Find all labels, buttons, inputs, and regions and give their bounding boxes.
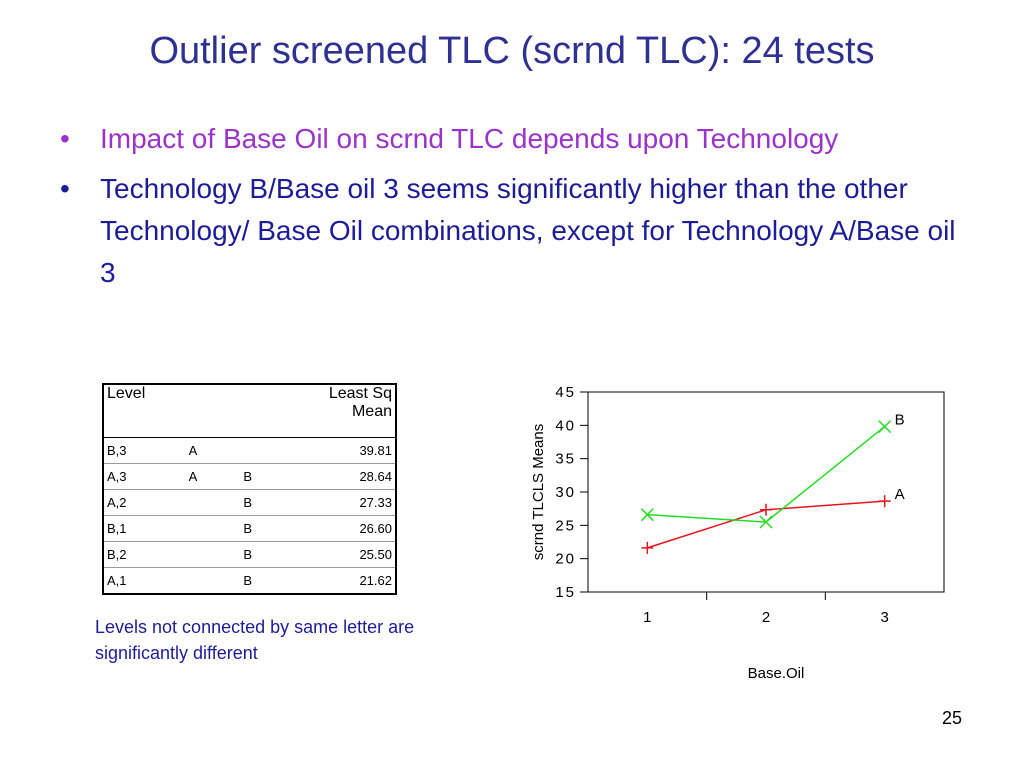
marker — [878, 420, 892, 434]
table-row: B,3 A 39.81 — [103, 437, 396, 464]
table-row: B,2 B 25.50 — [103, 541, 396, 568]
marker — [759, 515, 773, 529]
table-cell: B,2 — [103, 541, 186, 568]
marker — [641, 541, 654, 554]
table-cell: B — [240, 515, 303, 542]
table-cell: 39.81 — [302, 437, 396, 464]
table-header: Level Least Sq Mean — [103, 384, 396, 438]
x-tick-label: 3 — [880, 609, 888, 626]
table-row: A,1 B 21.62 — [103, 567, 396, 594]
table-cell: B — [240, 541, 303, 568]
y-axis-title: scrnd TLCLS Means — [530, 424, 547, 560]
table-cell: A,1 — [103, 567, 186, 594]
table-cell: A — [185, 463, 241, 490]
bullet: Technology B/Base oil 3 seems significan… — [60, 168, 960, 294]
series-label: A — [895, 486, 905, 503]
table-row: A,2 B 27.33 — [103, 489, 396, 516]
table-cell: 21.62 — [302, 567, 396, 594]
y-tick-label: 35 — [555, 451, 576, 468]
marker — [640, 508, 654, 522]
table-cell: 26.60 — [302, 515, 396, 542]
x-tick-label: 1 — [643, 609, 651, 626]
bullet-list: Impact of Base Oil on scrnd TLC depends … — [60, 118, 960, 302]
table-cell — [240, 437, 303, 464]
marker — [760, 503, 772, 516]
page-number: 25 — [941, 708, 962, 728]
slide-title: Outlier screened TLC (scrnd TLC): 24 tes… — [149, 30, 875, 72]
x-tick-label: 2 — [762, 609, 770, 626]
y-tick-label: 15 — [555, 584, 576, 601]
table-row: B,1 B 26.60 — [103, 515, 396, 542]
y-tick-label: 40 — [555, 417, 576, 434]
means-table: Level Least Sq Mean B,3 A 39.81 A,3 A B 28.64 A… — [102, 383, 397, 595]
header-cell: Least Sq Mean — [302, 384, 396, 438]
caption: Levels not connected by same letter are … — [95, 617, 415, 663]
table-cell: 28.64 — [302, 463, 396, 490]
y-tick-label: 20 — [555, 551, 576, 568]
table-cell — [185, 567, 241, 594]
bullet: Impact of Base Oil on scrnd TLC depends … — [60, 118, 960, 160]
table-cell: 27.33 — [302, 489, 396, 516]
table-cell — [185, 515, 241, 542]
table-row: A,3 A B 28.64 — [103, 463, 396, 490]
table-cell: A,2 — [103, 489, 186, 516]
table-cell: B — [240, 463, 303, 490]
table-cell: B — [240, 567, 303, 594]
table-cell — [185, 489, 241, 516]
y-tick-label: 25 — [555, 517, 576, 534]
x-axis-title: Base.Oil — [748, 665, 805, 682]
table-cell: A — [185, 437, 241, 464]
table-cell — [185, 541, 241, 568]
table-cell: B,3 — [103, 437, 186, 464]
y-tick-label: 45 — [555, 384, 576, 401]
marker — [878, 495, 891, 508]
series-label: B — [895, 412, 905, 429]
plot-frame — [587, 391, 945, 593]
table-cell: A,3 — [103, 463, 186, 490]
y-tick-label: 30 — [555, 484, 576, 501]
header-cell: Level — [103, 384, 303, 438]
table-cell: B,1 — [103, 515, 186, 542]
table-cell: B — [240, 489, 303, 516]
table-cell: 25.50 — [302, 541, 396, 568]
